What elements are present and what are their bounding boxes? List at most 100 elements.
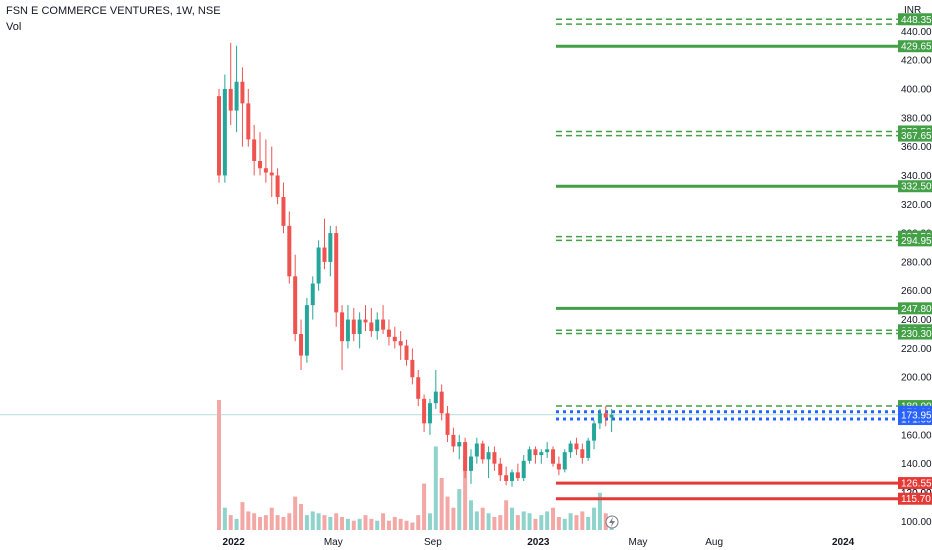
price-tick-label: 220.00 — [901, 344, 932, 355]
volume-bar — [328, 517, 333, 530]
candle-body — [539, 452, 544, 456]
volume-bar — [480, 507, 485, 530]
volume-bar — [404, 520, 409, 530]
candle-body — [515, 472, 520, 479]
last-price-tag — [898, 408, 932, 421]
lightning-icon[interactable] — [605, 515, 619, 529]
volume-bar — [252, 513, 257, 530]
time-tick-label: Sep — [424, 537, 442, 548]
volume-bar — [357, 518, 362, 530]
candle — [451, 427, 456, 453]
volume-bar — [422, 483, 427, 530]
candle-body — [533, 449, 538, 456]
candle — [586, 437, 591, 461]
candle — [351, 308, 356, 342]
candle — [597, 408, 602, 430]
volume-bar — [217, 400, 221, 530]
candle — [556, 456, 561, 476]
volume-bar — [222, 507, 227, 530]
volume-bar — [246, 511, 251, 530]
candle — [486, 446, 491, 479]
price-tag — [898, 327, 932, 340]
candle — [381, 305, 386, 334]
candle-body — [299, 333, 304, 356]
candle — [404, 339, 409, 366]
volume-bar — [269, 507, 274, 530]
candle — [246, 88, 251, 147]
volume-bar — [515, 515, 520, 530]
volume-bar — [416, 515, 421, 530]
candle — [281, 182, 286, 234]
candle-body — [545, 449, 550, 453]
candle-body — [422, 398, 427, 424]
candle-body — [234, 81, 239, 111]
candle-body — [375, 319, 380, 332]
candle-body — [357, 319, 362, 334]
candle — [609, 408, 614, 432]
candle-body — [445, 413, 450, 435]
candle — [287, 211, 292, 284]
candle-body — [340, 312, 345, 342]
candle — [474, 437, 479, 464]
candle-body — [474, 443, 479, 457]
candle-body — [304, 305, 309, 356]
candle — [480, 440, 485, 464]
candle-body — [521, 460, 526, 479]
price-tick-label: 160.00 — [901, 430, 932, 441]
candle — [492, 446, 497, 471]
candle-body — [316, 247, 321, 284]
candle-body — [603, 413, 608, 418]
candle — [533, 446, 538, 464]
candle-body — [287, 225, 292, 277]
candle-body — [597, 413, 602, 424]
volume-bar — [234, 518, 239, 530]
candle-body — [351, 319, 356, 334]
price-tick-label: 100.00 — [901, 517, 932, 528]
price-tick-label: 380.00 — [901, 113, 932, 124]
candle — [375, 312, 380, 340]
candle — [240, 67, 245, 147]
lightning-icon-bolt — [609, 517, 615, 527]
volume-bar — [398, 518, 403, 530]
price-tag — [898, 129, 932, 142]
candle — [439, 384, 444, 421]
candle — [252, 124, 257, 176]
volume-bar — [334, 513, 339, 530]
volume-label: Vol — [6, 21, 22, 33]
candle — [269, 146, 274, 198]
candle — [222, 74, 227, 183]
candle-body — [363, 319, 368, 323]
volume-bar — [287, 513, 292, 530]
volume-bar — [381, 513, 386, 530]
time-axis[interactable]: 2022MaySep2023MayAug2024MaySep2025May — [223, 537, 932, 548]
volume-bar — [240, 502, 245, 530]
candle-body — [398, 341, 403, 346]
volume-bar — [340, 517, 345, 530]
candle — [228, 42, 233, 125]
candle — [539, 449, 544, 464]
volume-bar — [275, 515, 280, 530]
candle-body — [386, 329, 391, 337]
price-tag-label: 247.80 — [901, 304, 932, 315]
candle — [521, 455, 526, 481]
volume-bar — [545, 511, 550, 530]
candle — [217, 88, 221, 183]
volume-bar — [351, 520, 356, 530]
price-tick-label: 360.00 — [901, 142, 932, 153]
volume-bar — [451, 507, 456, 530]
candle — [551, 446, 556, 467]
price-axis[interactable]: INR100.00120.00140.00160.00180.00200.002… — [901, 5, 932, 528]
volume-bar — [474, 511, 479, 530]
candle-body — [609, 414, 614, 418]
candle-body — [252, 139, 257, 162]
price-tick-label: 420.00 — [901, 56, 932, 67]
volume-bar — [386, 520, 391, 530]
candle-body — [228, 88, 233, 111]
volume-bar — [597, 492, 602, 530]
candle-body — [281, 197, 286, 226]
price-tag — [898, 302, 932, 315]
candle-body — [334, 233, 339, 313]
candle-body — [293, 276, 298, 334]
candle-body — [562, 452, 567, 470]
